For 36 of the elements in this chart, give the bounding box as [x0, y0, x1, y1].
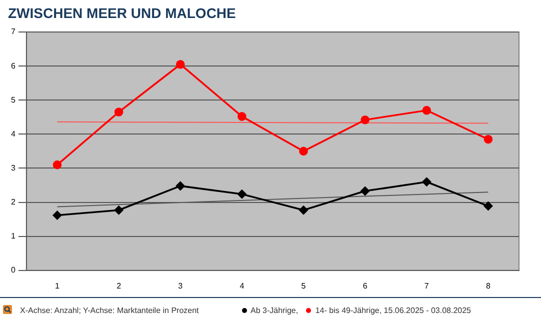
point: [484, 202, 493, 210]
point: [484, 134, 493, 144]
y-tick-label: 5: [10, 95, 16, 104]
x-tick-label: 6: [362, 281, 368, 290]
point: [238, 190, 246, 199]
text: X-Achse: Anzahl; Y-Achse: Marktanteile in Prozent: [20, 306, 199, 315]
point: [299, 206, 308, 215]
point: [299, 146, 308, 156]
y-tick-label: 7: [10, 27, 16, 36]
point: [422, 177, 432, 186]
point: [52, 210, 62, 220]
point: [360, 186, 370, 196]
x-tick-label: 3: [178, 281, 184, 290]
y-tick-label: 1: [10, 232, 16, 241]
point: [114, 206, 124, 215]
y-tick-label: 6: [10, 61, 16, 70]
x-tick-label: 1: [55, 281, 60, 290]
y-tick-label: 0: [10, 266, 16, 275]
x-tick-label: 2: [116, 281, 122, 290]
y-tick-label: 4: [10, 129, 16, 138]
legend-label: Ab 3-Jährige,: [250, 306, 298, 315]
point: [422, 106, 432, 115]
point: [238, 112, 246, 121]
x-tick-label: 5: [301, 281, 306, 290]
point: [176, 60, 185, 69]
x-tick-label: 7: [424, 281, 430, 290]
chart-title: ZWISCHEN MEER UND MALOCHE: [8, 5, 236, 21]
y-tick-label: 2: [10, 197, 16, 206]
x-tick-label: 8: [486, 281, 491, 290]
x-tick-label: 4: [240, 281, 245, 290]
point: [114, 108, 124, 116]
legend-label: 14- bis 49-Jährige, 15.06.2025 - 03.08.2025: [315, 306, 471, 315]
point: [176, 182, 185, 190]
point: [52, 160, 62, 170]
point: [360, 115, 370, 124]
y-tick-label: 3: [10, 163, 16, 172]
